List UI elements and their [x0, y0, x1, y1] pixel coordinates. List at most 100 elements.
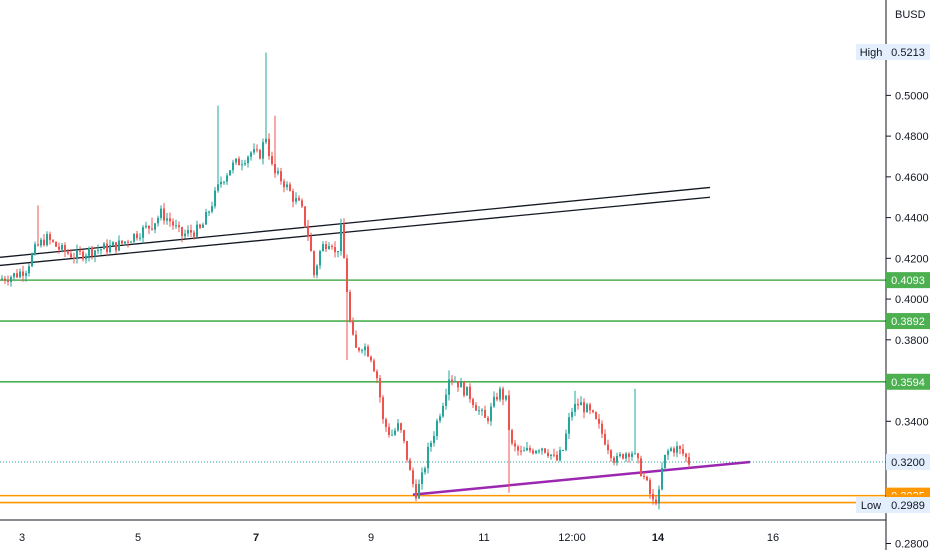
candle — [37, 205, 39, 247]
candle-body — [622, 454, 624, 459]
candle-body — [118, 240, 120, 251]
candle-body — [226, 175, 228, 182]
candle — [139, 233, 141, 241]
candle — [598, 413, 600, 429]
candle-body — [172, 221, 174, 226]
candle-body — [58, 246, 60, 250]
x-tick-label: 3 — [19, 532, 25, 544]
candle — [313, 250, 315, 279]
candle-body — [94, 250, 96, 257]
candle-body — [343, 223, 345, 259]
high-label: High — [860, 47, 883, 59]
candle-body — [70, 253, 72, 258]
candle — [643, 472, 645, 480]
candle — [613, 456, 615, 466]
candle-body — [415, 484, 417, 499]
candle-body — [205, 211, 207, 225]
candle-body — [76, 250, 78, 259]
candle-body — [685, 453, 687, 458]
candle-body — [304, 206, 306, 226]
candle-body — [361, 350, 363, 352]
candle-body — [154, 223, 156, 230]
candle-body — [124, 241, 126, 244]
candle — [664, 454, 666, 471]
candle-body — [562, 450, 564, 452]
candle-body — [253, 149, 255, 153]
candle — [199, 223, 201, 230]
candle — [547, 449, 549, 459]
candle — [100, 248, 102, 255]
candle — [427, 442, 429, 474]
candle — [685, 452, 687, 463]
candle — [394, 427, 396, 437]
candle — [454, 376, 456, 383]
candle — [160, 205, 162, 221]
candle-body — [169, 218, 171, 222]
candle — [235, 158, 237, 165]
candles — [1, 52, 690, 510]
candle-body — [565, 433, 567, 451]
candle — [25, 270, 27, 282]
x-tick-label: 5 — [135, 532, 141, 544]
candle — [541, 447, 543, 455]
candle-body — [289, 184, 291, 191]
candle — [220, 176, 222, 188]
candle-body — [589, 404, 591, 411]
candle-body — [55, 241, 57, 247]
candle-body — [19, 271, 21, 278]
candle — [286, 181, 288, 191]
candle-body — [337, 250, 339, 253]
candle — [430, 440, 432, 452]
candle-body — [157, 217, 159, 224]
candle — [655, 495, 657, 506]
candle-body — [388, 427, 390, 435]
candle-body — [367, 346, 369, 357]
candle — [49, 231, 51, 245]
candle-body — [607, 444, 609, 451]
candle — [250, 151, 252, 161]
candle-body — [184, 233, 186, 237]
candle — [202, 222, 204, 228]
level-tag-0.3892: 0.3892 — [891, 316, 925, 328]
candle-body — [517, 446, 519, 451]
candle-body — [280, 171, 282, 182]
candle-body — [322, 244, 324, 252]
candle-body — [397, 423, 399, 431]
candle-body — [34, 244, 36, 255]
candle-body — [406, 441, 408, 460]
candle — [112, 241, 114, 246]
low-value-bg — [886, 497, 930, 513]
candle-body — [283, 181, 285, 188]
candle-body — [601, 423, 603, 434]
candle — [349, 289, 351, 323]
candle — [460, 377, 462, 388]
candle-body — [178, 225, 180, 228]
candle — [343, 218, 345, 259]
candle-body — [208, 211, 210, 213]
candle — [196, 220, 198, 238]
candle-body — [376, 371, 378, 379]
candle-body — [133, 233, 135, 242]
candle-body — [676, 446, 678, 453]
y-tick-label: 0.4200 — [895, 253, 929, 265]
candle — [562, 449, 564, 452]
candle — [304, 206, 306, 228]
low-label: Low — [861, 500, 881, 512]
candle-body — [646, 476, 648, 481]
candle — [256, 144, 258, 153]
candle — [391, 429, 393, 436]
candle — [115, 242, 117, 254]
candle — [145, 221, 147, 229]
candle — [637, 452, 639, 464]
y-tick-label: 0.5000 — [895, 90, 929, 102]
candle — [232, 159, 234, 174]
candle — [538, 448, 540, 454]
candle-body — [523, 450, 525, 452]
candle-body — [529, 447, 531, 451]
candle-body — [385, 419, 387, 428]
candle — [28, 263, 30, 277]
candle — [379, 374, 381, 403]
candle-body — [445, 394, 447, 406]
candle-body — [91, 248, 93, 257]
